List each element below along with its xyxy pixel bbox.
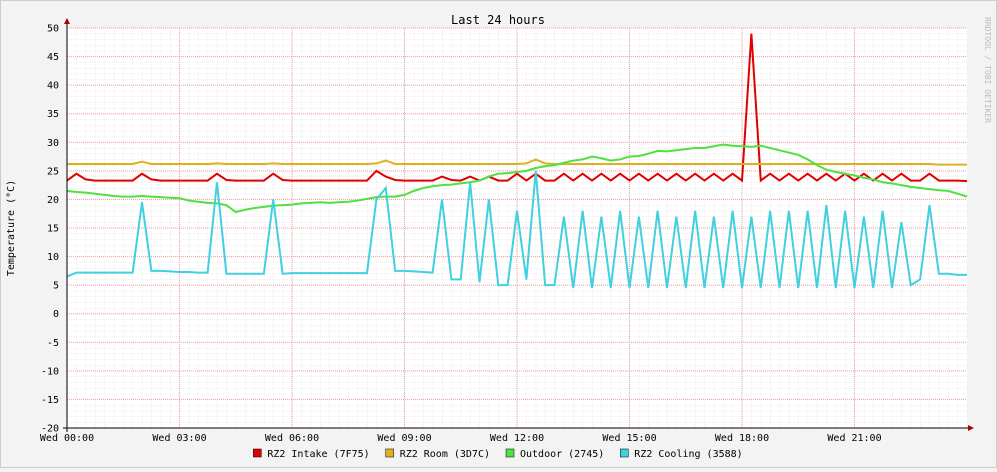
y-tick-label: 25 [47,166,59,177]
series-line [66,170,967,289]
y-tick-label: -15 [41,395,59,406]
y-tick-label: 30 [47,138,59,149]
y-arrow [64,18,70,24]
chart-title: Last 24 hours [451,13,545,27]
x-tick-label: Wed 03:00 [152,433,206,444]
legend-swatch [620,448,629,458]
y-tick-label: 35 [47,109,59,120]
legend-swatch [505,448,515,458]
legend-label: RZ2 Intake (7F75) [267,449,369,460]
x-tick-label: Wed 18:00 [715,433,769,444]
y-tick-label: 5 [53,281,59,292]
y-tick-label: -5 [47,338,59,349]
legend-label: Outdoor (2745) [520,449,604,460]
y-tick-label: 15 [47,224,59,235]
x-arrow [968,425,974,431]
legend-swatch [253,448,262,458]
y-tick-label: 10 [47,252,59,263]
legend-item: RZ2 Cooling (3588) [620,448,743,460]
y-tick-label: 50 [47,24,59,35]
x-tick-label: Wed 21:00 [827,433,881,444]
watermark: RRDTOOL / TOBI OETIKER [983,17,992,123]
y-tick-label: 40 [47,81,59,92]
legend-label: RZ2 Cooling (3588) [634,449,742,460]
legend-item: Outdoor (2745) [505,448,604,460]
legend-label: RZ2 Room (3D7C) [400,449,490,460]
x-tick-label: Wed 09:00 [377,433,431,444]
y-tick-label: -20 [41,424,59,435]
x-tick-label: Wed 12:00 [490,433,544,444]
y-tick-label: 0 [53,309,59,320]
y-tick-label: 45 [47,52,59,63]
x-tick-label: Wed 06:00 [265,433,319,444]
legend-item: RZ2 Intake (7F75) [253,448,370,460]
x-tick-label: Wed 15:00 [602,433,656,444]
x-tick-label: Wed 00:00 [40,433,94,444]
legend-swatch [385,448,394,458]
y-tick-label: 20 [47,195,59,206]
y-tick-label: -10 [41,366,59,377]
legend-item: RZ2 Room (3D7C) [385,448,490,460]
series-line [66,143,968,214]
y-axis-label: Temperature (°C) [6,180,17,276]
series-line [66,33,968,183]
